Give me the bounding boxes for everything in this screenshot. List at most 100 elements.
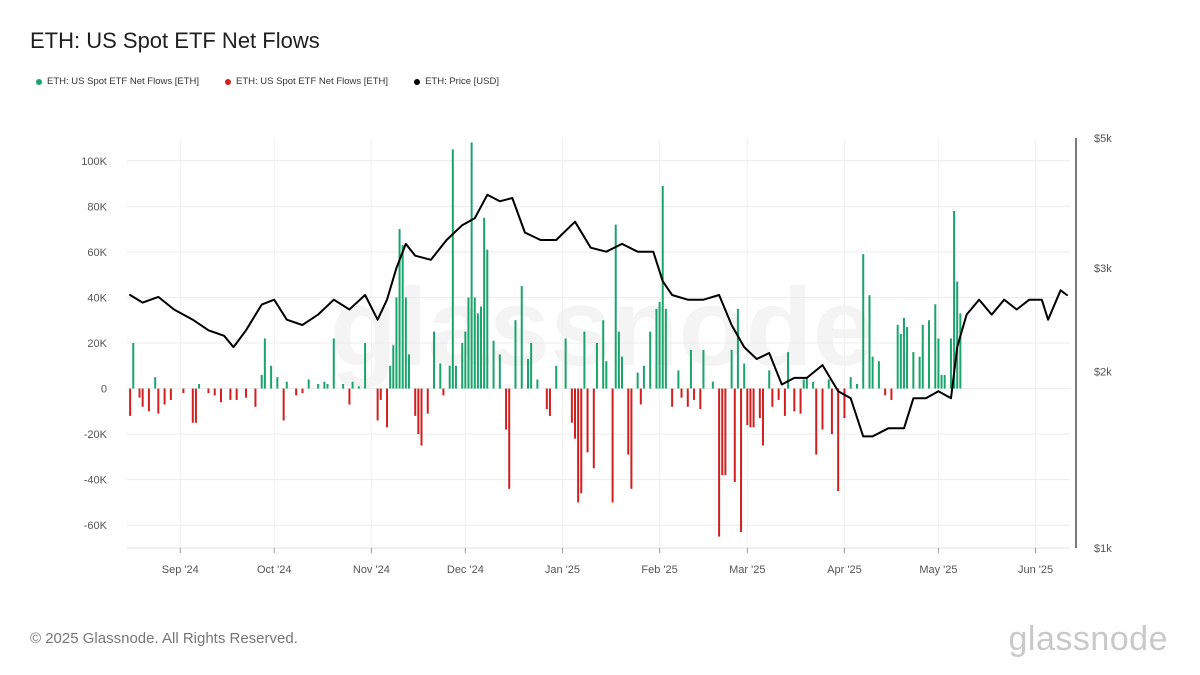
bar-inflow — [332, 338, 335, 389]
bar-inflow — [357, 386, 360, 389]
bar-inflow — [520, 286, 523, 389]
bar-inflow — [364, 343, 367, 389]
bar-outflow — [815, 388, 818, 455]
y-right-tick-label: $3k — [1094, 263, 1112, 275]
bar-outflow — [777, 388, 780, 400]
bar-outflow — [693, 388, 696, 400]
bar-outflow — [157, 388, 160, 414]
bar-outflow — [718, 388, 721, 537]
x-tick-label: Feb '25 — [641, 564, 677, 576]
flow-bars — [129, 142, 962, 537]
bar-inflow — [307, 379, 310, 389]
bar-inflow — [940, 374, 943, 389]
bar-outflow — [245, 388, 248, 398]
bar-inflow — [260, 374, 263, 389]
bar-outflow — [837, 388, 840, 492]
bar-inflow — [476, 313, 479, 389]
bar-outflow — [680, 388, 683, 398]
x-tick-label: Oct '24 — [257, 564, 292, 576]
bar-inflow — [461, 343, 464, 389]
bar-outflow — [194, 388, 197, 423]
x-tick-label: Apr '25 — [827, 564, 862, 576]
bar-inflow — [928, 320, 931, 389]
bar-inflow — [392, 345, 395, 389]
bar-inflow — [802, 379, 805, 389]
bar-inflow — [473, 297, 476, 389]
bar-inflow — [486, 249, 489, 389]
y-left-tick-label: 0 — [101, 384, 107, 396]
bar-outflow — [169, 388, 172, 400]
bar-inflow — [868, 295, 871, 389]
bar-outflow — [348, 388, 351, 405]
legend-item-flows-positive[interactable]: ETH: US Spot ETF Net Flows [ETH] — [36, 76, 199, 87]
bar-inflow — [711, 381, 714, 389]
bar-inflow — [480, 306, 483, 389]
bar-inflow — [407, 354, 410, 389]
bar-inflow — [270, 365, 273, 389]
bar-inflow — [918, 356, 921, 389]
bar-inflow — [956, 281, 959, 389]
bar-outflow — [442, 388, 445, 396]
bar-outflow — [577, 388, 580, 503]
bar-inflow — [389, 365, 392, 389]
bar-outflow — [746, 388, 749, 425]
y-right-tick-label: $5k — [1094, 133, 1112, 145]
bar-inflow — [620, 356, 623, 389]
bar-outflow — [141, 388, 144, 407]
bar-inflow — [664, 308, 667, 389]
bar-outflow — [426, 388, 429, 414]
legend-item-price[interactable]: ETH: Price [USD] — [414, 76, 499, 87]
bar-inflow — [470, 142, 473, 389]
bar-outflow — [686, 388, 689, 407]
bar-outflow — [733, 388, 736, 482]
bar-outflow — [548, 388, 551, 416]
bar-inflow — [492, 340, 495, 389]
bar-outflow — [793, 388, 796, 412]
legend-item-flows-negative[interactable]: ETH: US Spot ETF Net Flows [ETH] — [225, 76, 388, 87]
bar-inflow — [959, 313, 962, 389]
bar-outflow — [671, 388, 674, 407]
bar-inflow — [877, 361, 880, 389]
bar-outflow — [630, 388, 633, 489]
bar-inflow — [702, 349, 705, 389]
bar-outflow — [213, 388, 216, 396]
bar-outflow — [207, 388, 210, 394]
bar-outflow — [219, 388, 222, 403]
legend-label: ETH: US Spot ETF Net Flows [ETH] — [47, 76, 200, 87]
bar-outflow — [611, 388, 614, 503]
bar-outflow — [147, 388, 150, 412]
bar-inflow — [827, 379, 830, 389]
bar-inflow — [689, 349, 692, 389]
bar-outflow — [724, 388, 727, 476]
bar-inflow — [464, 331, 467, 389]
y-left-tick-label: 100K — [81, 156, 107, 168]
bar-inflow — [448, 365, 451, 389]
bar-inflow — [912, 352, 915, 389]
bar-inflow — [636, 372, 639, 389]
bar-outflow — [884, 388, 887, 396]
bar-outflow — [592, 388, 595, 469]
bar-outflow — [574, 388, 577, 439]
bar-inflow — [871, 356, 874, 389]
bar-inflow — [467, 297, 470, 389]
bar-outflow — [129, 388, 132, 416]
x-tick-label: Sep '24 — [162, 564, 199, 576]
bar-outflow — [508, 388, 511, 489]
bar-outflow — [254, 388, 257, 407]
bar-outflow — [761, 388, 764, 446]
bar-inflow — [451, 149, 454, 389]
y-left-tick-label: 40K — [87, 292, 107, 304]
bar-inflow — [655, 308, 658, 389]
bar-inflow — [454, 365, 457, 389]
bar-outflow — [282, 388, 285, 421]
bar-outflow — [799, 388, 802, 414]
bar-outflow — [191, 388, 194, 423]
x-tick-label: Mar '25 — [729, 564, 765, 576]
bar-inflow — [395, 297, 398, 389]
bar-inflow — [658, 302, 661, 389]
y-left-tick-label: 60K — [87, 247, 107, 259]
bar-inflow — [642, 365, 645, 389]
bar-inflow — [595, 343, 598, 389]
y-left-tick-label: 20K — [87, 338, 107, 350]
bar-inflow — [855, 384, 858, 389]
